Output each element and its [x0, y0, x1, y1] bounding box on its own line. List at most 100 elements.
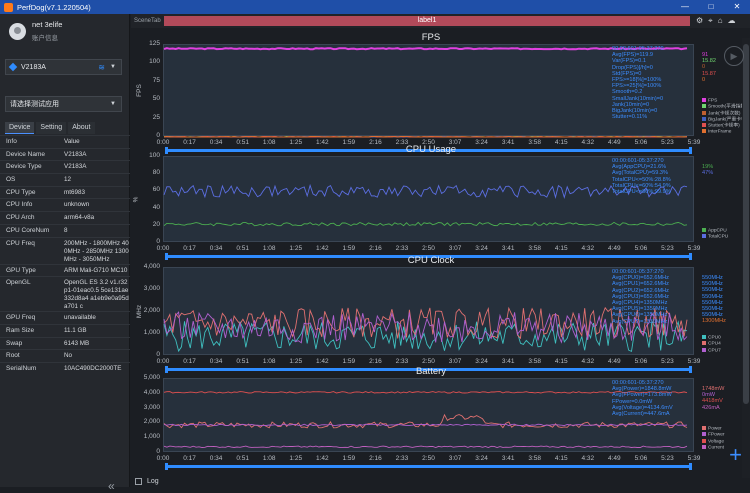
x-tick-label: 3:58	[528, 245, 542, 252]
close-button[interactable]: ✕	[733, 2, 741, 11]
row-value: 200MHz - 1800MHz 400MHz - 2850MHz 1300MH…	[64, 239, 129, 263]
x-tick-label: 0:00	[156, 245, 170, 252]
plot-area[interactable]	[163, 44, 694, 138]
current-value: 15.87	[702, 70, 716, 77]
y-tick-label: 25	[152, 113, 160, 121]
y-tick-label: 2,000	[143, 418, 160, 426]
legend-item[interactable]: Smooth(平滑指数)	[702, 104, 747, 110]
current-value: 550MHz	[702, 287, 723, 294]
plot-area[interactable]	[163, 156, 694, 242]
legend-item[interactable]: Current	[702, 444, 725, 451]
scene-tab[interactable]: SceneTab	[134, 18, 161, 24]
vertical-scrollbar[interactable]	[742, 38, 750, 478]
minimize-button[interactable]: —	[681, 2, 689, 11]
scrollbar-thumb[interactable]	[743, 44, 749, 404]
legend-label: Current	[708, 445, 724, 451]
tab-setting[interactable]: Setting	[36, 122, 67, 134]
collapse-sidebar-button[interactable]: «	[108, 479, 115, 493]
y-tick-label: 100	[149, 152, 160, 159]
row-value: unavailable	[64, 314, 96, 322]
legend-item[interactable]: InterFrame	[702, 129, 747, 135]
legend-item[interactable]: CPU0	[702, 335, 721, 341]
x-tick-label: 3:07	[448, 358, 462, 365]
chevron-down-icon: ▼	[110, 101, 116, 107]
legend-item[interactable]: Power	[702, 426, 725, 432]
legend-item[interactable]: Jank(卡顿次数)	[702, 110, 747, 117]
series-line-voltage	[163, 391, 688, 394]
chart-battery: Battery 5,000 4,000 3,000 2,000 1,000 0 0:00 0:1…	[131, 366, 750, 474]
legend-swatch	[702, 110, 706, 115]
table-row: GPU Type ARM Mali-G710 MC10	[0, 263, 130, 277]
legend: CPU0 CPU4 CPU7	[702, 335, 721, 354]
time-range-slider[interactable]	[165, 253, 692, 260]
legend-swatch	[702, 444, 706, 449]
location-icon[interactable]: ⌖	[708, 16, 713, 25]
legend-swatch	[702, 341, 706, 346]
series-line-fpower	[163, 423, 688, 427]
x-tick-label: 1:59	[342, 358, 356, 365]
legend-item[interactable]: CPU7	[702, 347, 721, 354]
current-value: 1748mW	[702, 386, 725, 392]
app-logo-icon	[4, 2, 13, 12]
table-row: Root No	[0, 349, 130, 362]
legend-item[interactable]: FPower	[702, 432, 725, 438]
row-key: CPU CoreNum	[6, 226, 50, 234]
legend-label: Stutter(卡顿率)	[708, 123, 740, 129]
stats-overlay: 00:00:601-05:37:270 Avg(AppCPU)=21.6% Av…	[612, 158, 671, 196]
legend-swatch	[702, 228, 706, 232]
x-tick-label: 1:25	[289, 358, 303, 365]
table-row: GPU Freq unavailable	[0, 311, 130, 324]
row-value: 11.1 GB	[64, 326, 87, 334]
device-selector[interactable]: V2183A ≋ ▼	[5, 59, 122, 75]
x-tick-label: 0:17	[183, 139, 196, 146]
scene-tab-bar: SceneTab label1 ⚙ ⌖ ⌂ ☁	[131, 14, 750, 28]
cloud-icon[interactable]: ☁	[727, 16, 736, 25]
row-key: Device Name	[6, 150, 46, 158]
legend-label: InterFrame	[708, 129, 732, 135]
plot-area[interactable]	[163, 267, 694, 355]
user-name: net 3elife	[32, 20, 63, 29]
current-value: 91	[702, 52, 709, 58]
row-value: V2183A	[64, 150, 87, 158]
tab-device[interactable]: Device	[5, 122, 35, 134]
avatar[interactable]	[9, 22, 26, 40]
maximize-button[interactable]: □	[708, 2, 714, 11]
row-key: GPU Type	[6, 266, 36, 274]
legend-item[interactable]: BigJank(严重卡顿)	[702, 116, 747, 123]
legend: FPS Smooth(平滑指数) Jank(卡顿次数) BigJank(严重卡顿) St…	[702, 98, 747, 136]
row-key: CPU Arch	[6, 214, 35, 222]
legend-item[interactable]: AppCPU	[702, 228, 728, 234]
settings-icon[interactable]: ⚙	[696, 16, 704, 25]
current-value: 550MHz	[702, 306, 723, 313]
y-tick-label: 4,000	[143, 263, 160, 270]
account-info-link[interactable]: 账户信息	[32, 35, 58, 42]
legend-item[interactable]: CPU4	[702, 341, 721, 347]
current-values: 1748mW 0mW 4418mV 426mA	[702, 386, 724, 411]
home-icon[interactable]: ⌂	[717, 16, 723, 25]
plot-area[interactable]	[163, 378, 694, 452]
add-chart-button[interactable]: +	[729, 442, 742, 467]
log-checkbox[interactable]	[135, 478, 142, 485]
wifi-icon: ≋	[98, 62, 105, 72]
play-button[interactable]: ▶	[724, 46, 744, 66]
main-panel: SceneTab label1 ⚙ ⌖ ⌂ ☁ FPS 125 100 75 50 25 0…	[131, 14, 750, 487]
legend-item[interactable]: Stutter(卡顿率)	[702, 123, 747, 129]
legend-item[interactable]: Voltage	[702, 438, 725, 445]
legend-item[interactable]: FPS	[702, 98, 747, 104]
tab-about[interactable]: About	[68, 122, 95, 134]
x-tick-label: 3:24	[475, 245, 488, 252]
legend-item[interactable]: TotalCPU	[702, 234, 728, 240]
legend-swatch	[702, 432, 706, 437]
x-tick-label: 3:58	[528, 139, 542, 146]
app-selector[interactable]: 请选择测试应用 ▼	[5, 96, 122, 112]
time-range-slider[interactable]	[165, 366, 692, 373]
stats-overlay: 00:00:601-05:37:270 Avg(CPU0)=652.6MHz A…	[612, 269, 669, 325]
time-range-slider[interactable]	[165, 147, 692, 154]
label-tab[interactable]: label1	[164, 16, 690, 26]
row-key: GPU Freq	[6, 314, 36, 322]
chart-title: Battery	[415, 366, 447, 377]
series-line-appcpu	[163, 221, 688, 227]
time-range-slider[interactable]	[165, 463, 692, 470]
x-tick-label: 3:58	[528, 358, 542, 365]
series-canvas	[163, 47, 688, 138]
